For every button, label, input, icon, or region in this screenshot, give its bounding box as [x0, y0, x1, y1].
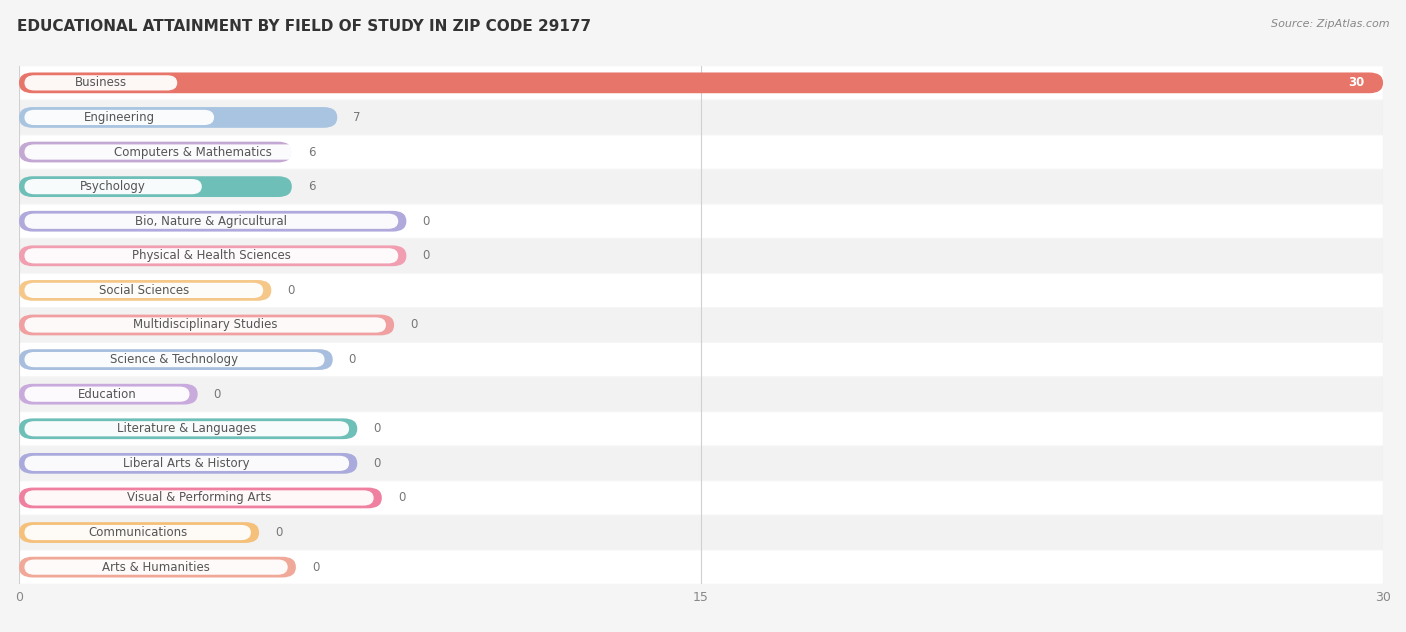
Text: EDUCATIONAL ATTAINMENT BY FIELD OF STUDY IN ZIP CODE 29177: EDUCATIONAL ATTAINMENT BY FIELD OF STUDY… — [17, 19, 591, 34]
FancyBboxPatch shape — [20, 487, 382, 508]
FancyBboxPatch shape — [0, 205, 1406, 238]
Text: Arts & Humanities: Arts & Humanities — [103, 561, 209, 574]
FancyBboxPatch shape — [20, 557, 295, 578]
FancyBboxPatch shape — [24, 145, 361, 160]
FancyBboxPatch shape — [24, 559, 288, 574]
FancyBboxPatch shape — [20, 107, 337, 128]
FancyBboxPatch shape — [0, 447, 1406, 480]
Text: Science & Technology: Science & Technology — [111, 353, 239, 366]
Text: 0: 0 — [349, 353, 356, 366]
Text: Source: ZipAtlas.com: Source: ZipAtlas.com — [1271, 19, 1389, 29]
FancyBboxPatch shape — [24, 248, 398, 264]
FancyBboxPatch shape — [20, 245, 406, 266]
FancyBboxPatch shape — [20, 453, 357, 474]
Text: Bio, Nature & Agricultural: Bio, Nature & Agricultural — [135, 215, 287, 228]
Text: Education: Education — [77, 387, 136, 401]
Text: 7: 7 — [353, 111, 361, 124]
FancyBboxPatch shape — [24, 179, 202, 194]
Text: Communications: Communications — [89, 526, 187, 539]
FancyBboxPatch shape — [0, 550, 1406, 584]
Text: 0: 0 — [214, 387, 221, 401]
Text: 30: 30 — [1348, 76, 1365, 89]
Text: Business: Business — [75, 76, 127, 89]
FancyBboxPatch shape — [20, 384, 198, 404]
Text: 6: 6 — [308, 180, 315, 193]
Text: 0: 0 — [411, 319, 418, 332]
Text: 0: 0 — [312, 561, 319, 574]
Text: Liberal Arts & History: Liberal Arts & History — [124, 457, 250, 470]
Text: Engineering: Engineering — [84, 111, 155, 124]
Text: 0: 0 — [373, 422, 381, 435]
Text: Computers & Mathematics: Computers & Mathematics — [114, 145, 271, 159]
Text: Literature & Languages: Literature & Languages — [117, 422, 256, 435]
FancyBboxPatch shape — [0, 101, 1406, 134]
FancyBboxPatch shape — [20, 211, 406, 231]
FancyBboxPatch shape — [0, 135, 1406, 169]
Text: 0: 0 — [422, 249, 430, 262]
FancyBboxPatch shape — [0, 170, 1406, 204]
FancyBboxPatch shape — [20, 142, 292, 162]
FancyBboxPatch shape — [24, 421, 349, 436]
FancyBboxPatch shape — [0, 343, 1406, 376]
FancyBboxPatch shape — [0, 377, 1406, 411]
FancyBboxPatch shape — [0, 239, 1406, 272]
FancyBboxPatch shape — [24, 75, 177, 90]
Text: Physical & Health Sciences: Physical & Health Sciences — [132, 249, 291, 262]
FancyBboxPatch shape — [20, 418, 357, 439]
FancyBboxPatch shape — [0, 308, 1406, 341]
FancyBboxPatch shape — [24, 456, 349, 471]
Text: Psychology: Psychology — [80, 180, 146, 193]
FancyBboxPatch shape — [0, 274, 1406, 307]
Text: 0: 0 — [398, 492, 405, 504]
FancyBboxPatch shape — [20, 73, 1384, 94]
Text: Visual & Performing Arts: Visual & Performing Arts — [127, 492, 271, 504]
FancyBboxPatch shape — [20, 280, 271, 301]
Text: Social Sciences: Social Sciences — [98, 284, 188, 297]
FancyBboxPatch shape — [20, 349, 333, 370]
FancyBboxPatch shape — [0, 482, 1406, 514]
FancyBboxPatch shape — [0, 516, 1406, 549]
FancyBboxPatch shape — [24, 317, 385, 332]
FancyBboxPatch shape — [20, 176, 292, 197]
FancyBboxPatch shape — [24, 352, 325, 367]
FancyBboxPatch shape — [0, 412, 1406, 446]
FancyBboxPatch shape — [20, 315, 394, 336]
FancyBboxPatch shape — [24, 490, 374, 506]
Text: 0: 0 — [373, 457, 381, 470]
Text: 0: 0 — [422, 215, 430, 228]
FancyBboxPatch shape — [24, 387, 190, 402]
Text: Multidisciplinary Studies: Multidisciplinary Studies — [134, 319, 277, 332]
FancyBboxPatch shape — [20, 522, 259, 543]
FancyBboxPatch shape — [24, 283, 263, 298]
Text: 0: 0 — [287, 284, 295, 297]
FancyBboxPatch shape — [24, 110, 214, 125]
Text: 0: 0 — [276, 526, 283, 539]
FancyBboxPatch shape — [24, 525, 250, 540]
FancyBboxPatch shape — [24, 214, 398, 229]
FancyBboxPatch shape — [0, 66, 1406, 99]
Text: 6: 6 — [308, 145, 315, 159]
